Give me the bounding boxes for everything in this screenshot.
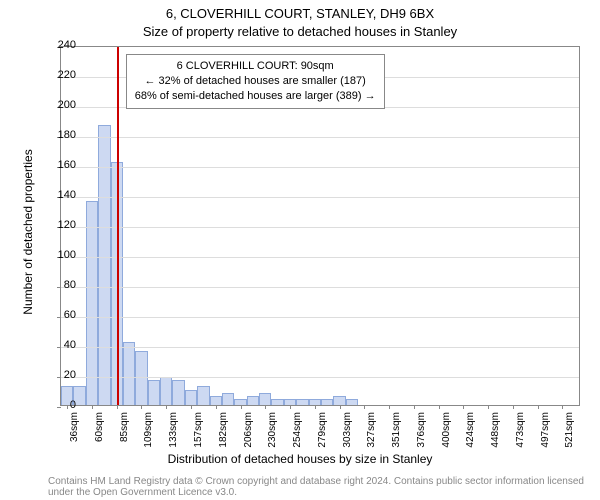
- xtick-mark: [92, 405, 93, 409]
- histogram-bar: [210, 396, 222, 405]
- gridline-h: [61, 137, 579, 138]
- xtick-label: 206sqm: [243, 412, 254, 462]
- xtick-mark: [562, 405, 563, 409]
- xtick-label: 157sqm: [193, 412, 204, 462]
- gridline-h: [61, 257, 579, 258]
- xtick-label: 327sqm: [366, 412, 377, 462]
- histogram-bar: [123, 342, 135, 405]
- property-callout: 6 CLOVERHILL COURT: 90sqm← 32% of detach…: [126, 54, 385, 109]
- callout-line-1: 6 CLOVERHILL COURT: 90sqm: [135, 59, 376, 74]
- histogram-bar: [185, 390, 197, 405]
- gridline-h: [61, 377, 579, 378]
- xtick-label: 424sqm: [465, 412, 476, 462]
- property-marker-line: [117, 47, 119, 405]
- ytick-label: 100: [46, 249, 76, 261]
- xtick-label: 376sqm: [416, 412, 427, 462]
- xtick-label: 497sqm: [540, 412, 551, 462]
- xtick-mark: [265, 405, 266, 409]
- histogram-bar: [86, 201, 98, 405]
- xtick-label: 473sqm: [515, 412, 526, 462]
- xtick-mark: [439, 405, 440, 409]
- gridline-h: [61, 347, 579, 348]
- xtick-label: 133sqm: [168, 412, 179, 462]
- xtick-label: 182sqm: [218, 412, 229, 462]
- y-axis-label: Number of detached properties: [21, 132, 35, 332]
- histogram-bar: [247, 396, 259, 405]
- callout-line-2: ← 32% of detached houses are smaller (18…: [135, 74, 376, 89]
- xtick-mark: [191, 405, 192, 409]
- xtick-mark: [463, 405, 464, 409]
- ytick-label: 60: [46, 309, 76, 321]
- gridline-h: [61, 227, 579, 228]
- xtick-label: 85sqm: [119, 412, 130, 462]
- histogram-bar: [271, 399, 283, 405]
- xtick-label: 36sqm: [69, 412, 80, 462]
- histogram-bar: [148, 380, 160, 406]
- xtick-label: 279sqm: [317, 412, 328, 462]
- xtick-mark: [141, 405, 142, 409]
- xtick-mark: [538, 405, 539, 409]
- xtick-label: 60sqm: [94, 412, 105, 462]
- xtick-mark: [513, 405, 514, 409]
- xtick-mark: [216, 405, 217, 409]
- histogram-bar: [172, 380, 184, 406]
- xtick-label: 448sqm: [490, 412, 501, 462]
- histogram-bar: [197, 386, 209, 406]
- histogram-bar: [346, 399, 358, 405]
- ytick-label: 240: [46, 39, 76, 51]
- xtick-mark: [166, 405, 167, 409]
- histogram-bar: [222, 393, 234, 405]
- gridline-h: [61, 287, 579, 288]
- xtick-label: 109sqm: [143, 412, 154, 462]
- page-title-line-1: 6, CLOVERHILL COURT, STANLEY, DH9 6BX: [0, 6, 600, 21]
- gridline-h: [61, 197, 579, 198]
- histogram-bar: [160, 377, 172, 406]
- ytick-label: 80: [46, 279, 76, 291]
- xtick-label: 351sqm: [391, 412, 402, 462]
- xtick-mark: [389, 405, 390, 409]
- callout-line-3: 68% of semi-detached houses are larger (…: [135, 89, 376, 104]
- xtick-label: 400sqm: [441, 412, 452, 462]
- xtick-mark: [364, 405, 365, 409]
- xtick-mark: [241, 405, 242, 409]
- histogram-bar: [321, 399, 333, 405]
- ytick-label: 160: [46, 159, 76, 171]
- xtick-mark: [117, 405, 118, 409]
- xtick-label: 303sqm: [342, 412, 353, 462]
- xtick-mark: [340, 405, 341, 409]
- histogram-bar: [333, 396, 345, 405]
- page-title-line-2: Size of property relative to detached ho…: [0, 24, 600, 39]
- xtick-mark: [290, 405, 291, 409]
- ytick-label: 180: [46, 129, 76, 141]
- ytick-label: 120: [46, 219, 76, 231]
- ytick-label: 140: [46, 189, 76, 201]
- xtick-label: 521sqm: [564, 412, 575, 462]
- histogram-bar: [135, 351, 147, 405]
- ytick-label: 220: [46, 69, 76, 81]
- ytick-label: 200: [46, 99, 76, 111]
- xtick-mark: [414, 405, 415, 409]
- histogram-bar: [296, 399, 308, 405]
- histogram-bar: [259, 393, 271, 405]
- footer-attribution: Contains HM Land Registry data © Crown c…: [48, 476, 600, 498]
- ytick-label: 0: [46, 399, 76, 411]
- ytick-label: 40: [46, 339, 76, 351]
- gridline-h: [61, 317, 579, 318]
- xtick-mark: [488, 405, 489, 409]
- xtick-label: 230sqm: [267, 412, 278, 462]
- gridline-h: [61, 167, 579, 168]
- xtick-mark: [315, 405, 316, 409]
- ytick-label: 20: [46, 369, 76, 381]
- xtick-label: 254sqm: [292, 412, 303, 462]
